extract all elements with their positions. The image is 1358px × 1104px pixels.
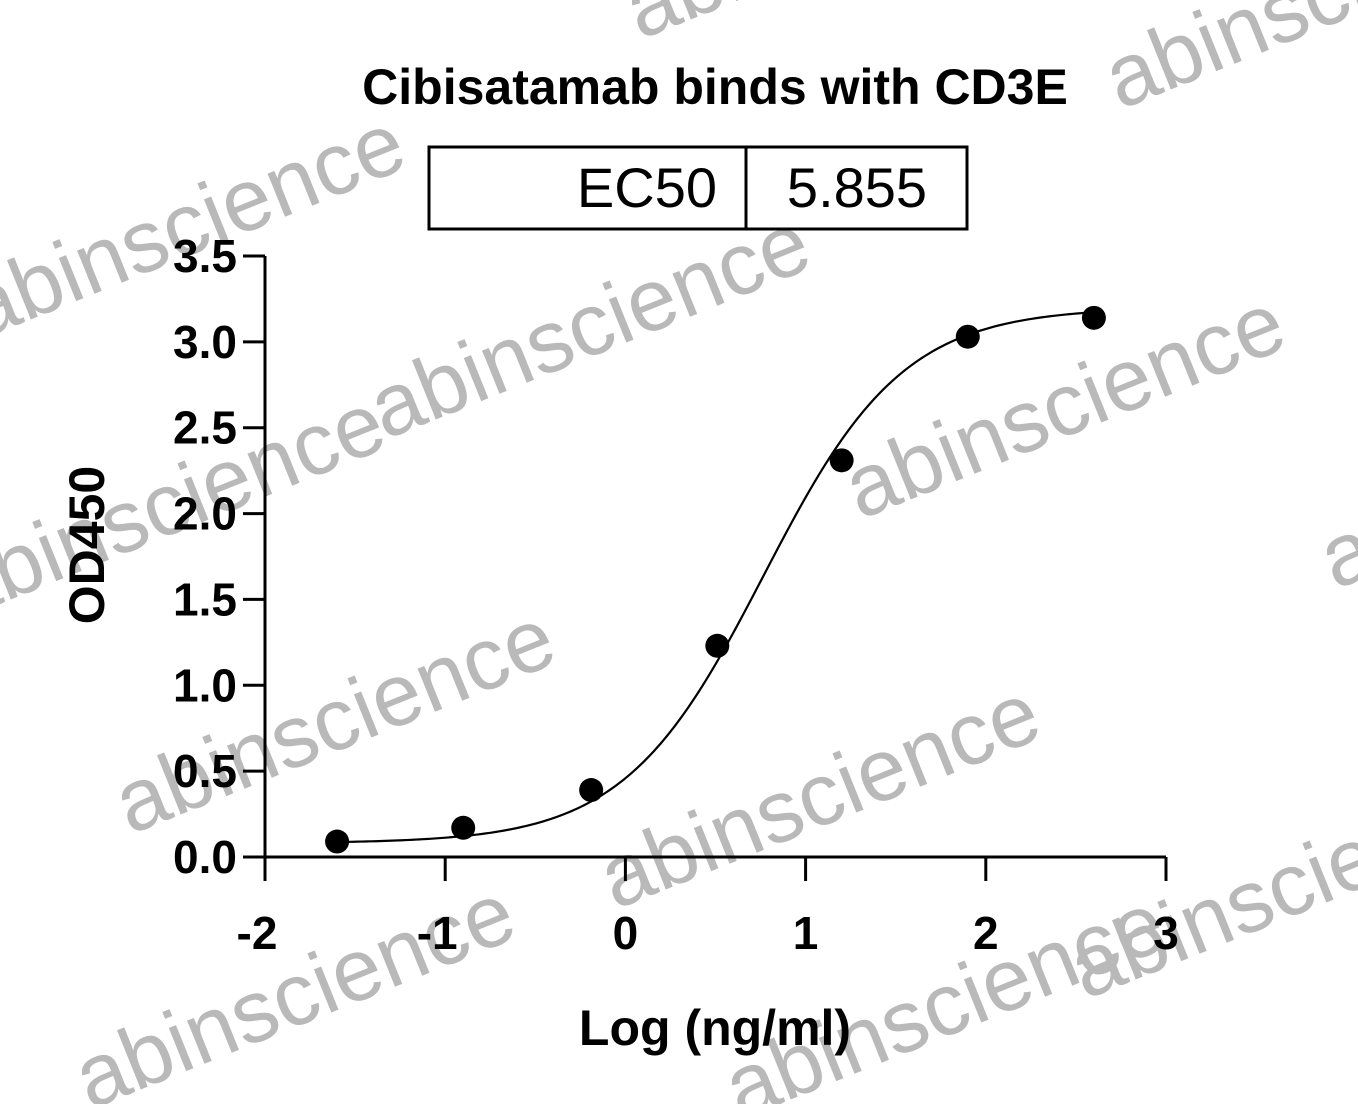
y-axis-ticks: 0.0 0.5 1.0 1.5 2.0 2.5 3.0 3.5	[173, 230, 265, 883]
data-point	[705, 633, 730, 658]
chart-title: Cibisatamab binds with CD3E	[362, 59, 1068, 115]
watermark-text: abinscience	[60, 862, 528, 1104]
data-point	[1081, 305, 1106, 330]
ec50-box-frame	[427, 145, 969, 231]
x-tick-label: -1	[417, 907, 458, 959]
data-point	[451, 815, 476, 840]
y-tick-label: 3.0	[173, 316, 237, 368]
watermark-text: abinscience	[710, 872, 1178, 1104]
watermark-text: abinscience	[585, 662, 1053, 928]
x-tick-label: 0	[613, 907, 639, 959]
watermark-text: abinscience	[830, 272, 1298, 538]
ec50-label: EC50	[577, 156, 717, 219]
x-tick-label: -2	[237, 907, 278, 959]
y-tick-label: 1.0	[173, 659, 237, 711]
y-tick-label: 0.0	[173, 831, 237, 883]
x-tick-label: 2	[973, 907, 999, 959]
x-tick-label: 1	[793, 907, 819, 959]
data-point	[325, 829, 350, 854]
y-tick-label: 0.5	[173, 745, 237, 797]
y-tick-label: 1.5	[173, 573, 237, 625]
axes	[263, 256, 1166, 859]
watermark-text: abinscience	[610, 0, 1078, 58]
x-axis-title: Log (ng/ml)	[579, 1000, 851, 1056]
y-tick-label: 3.5	[173, 230, 237, 282]
watermark-text: abinscience	[355, 192, 823, 458]
watermark-text: abinscience	[100, 587, 568, 853]
y-tick-label: 2.0	[173, 488, 237, 540]
data-point	[829, 448, 854, 473]
watermark-text: abinscience	[1305, 342, 1358, 608]
data-points	[325, 305, 1106, 854]
x-tick-label: 3	[1153, 907, 1179, 959]
y-tick-label: 2.5	[173, 402, 237, 454]
ec50-value: 5.855	[787, 156, 927, 219]
watermark-text: abinscience	[1090, 0, 1358, 128]
x-axis-ticks: -2 -1 0 1 2 3	[237, 857, 1179, 959]
data-point	[955, 324, 980, 349]
data-point	[579, 778, 604, 803]
y-axis-title: OD450	[59, 466, 115, 624]
ec50-box: EC50 5.855	[427, 145, 969, 231]
